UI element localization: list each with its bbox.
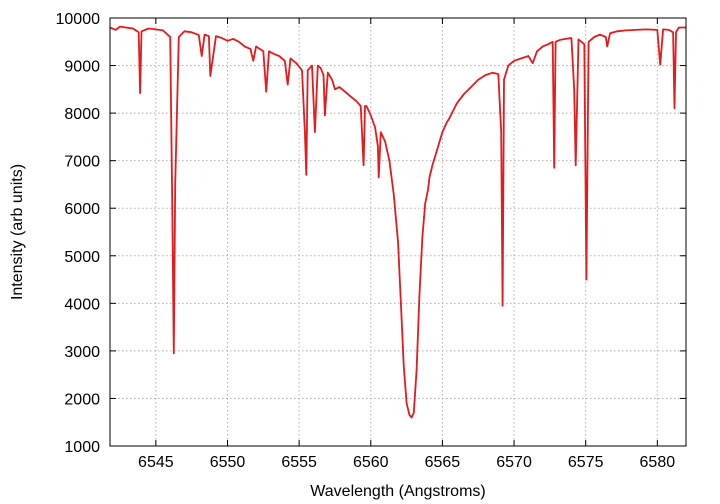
y-tick-label: 7000 bbox=[64, 154, 100, 171]
y-tick-label: 2000 bbox=[64, 391, 100, 408]
y-tick-label: 9000 bbox=[64, 59, 100, 76]
spectrum-line bbox=[109, 25, 686, 419]
y-tick-label: 8000 bbox=[64, 106, 100, 123]
x-tick-label: 6560 bbox=[353, 454, 389, 471]
x-tick-label: 6570 bbox=[496, 454, 532, 471]
y-tick-label: 3000 bbox=[64, 344, 100, 361]
x-tick-label: 6575 bbox=[568, 454, 604, 471]
x-tick-label: 6545 bbox=[138, 454, 174, 471]
y-tick-label: 5000 bbox=[64, 249, 100, 266]
y-tick-label: 4000 bbox=[64, 296, 100, 313]
x-tick-label: 6555 bbox=[281, 454, 317, 471]
tick-layer: 6545 6550 6555 6560 6565 6570 6575 6580 1000 2000… bbox=[56, 11, 686, 471]
x-axis-label: Wavelength (Angstroms) bbox=[310, 483, 485, 500]
x-tick-label: 6565 bbox=[425, 454, 461, 471]
x-tick-label: 6580 bbox=[640, 454, 676, 471]
plot-frame bbox=[109, 17, 687, 447]
y-tick-label: 1000 bbox=[64, 439, 100, 456]
y-tick-label: 6000 bbox=[64, 201, 100, 218]
series-layer bbox=[109, 25, 686, 419]
y-axis-label: Intensity (arb units) bbox=[9, 164, 26, 300]
x-tick-label: 6550 bbox=[210, 454, 246, 471]
y-tick-label: 10000 bbox=[56, 11, 101, 28]
